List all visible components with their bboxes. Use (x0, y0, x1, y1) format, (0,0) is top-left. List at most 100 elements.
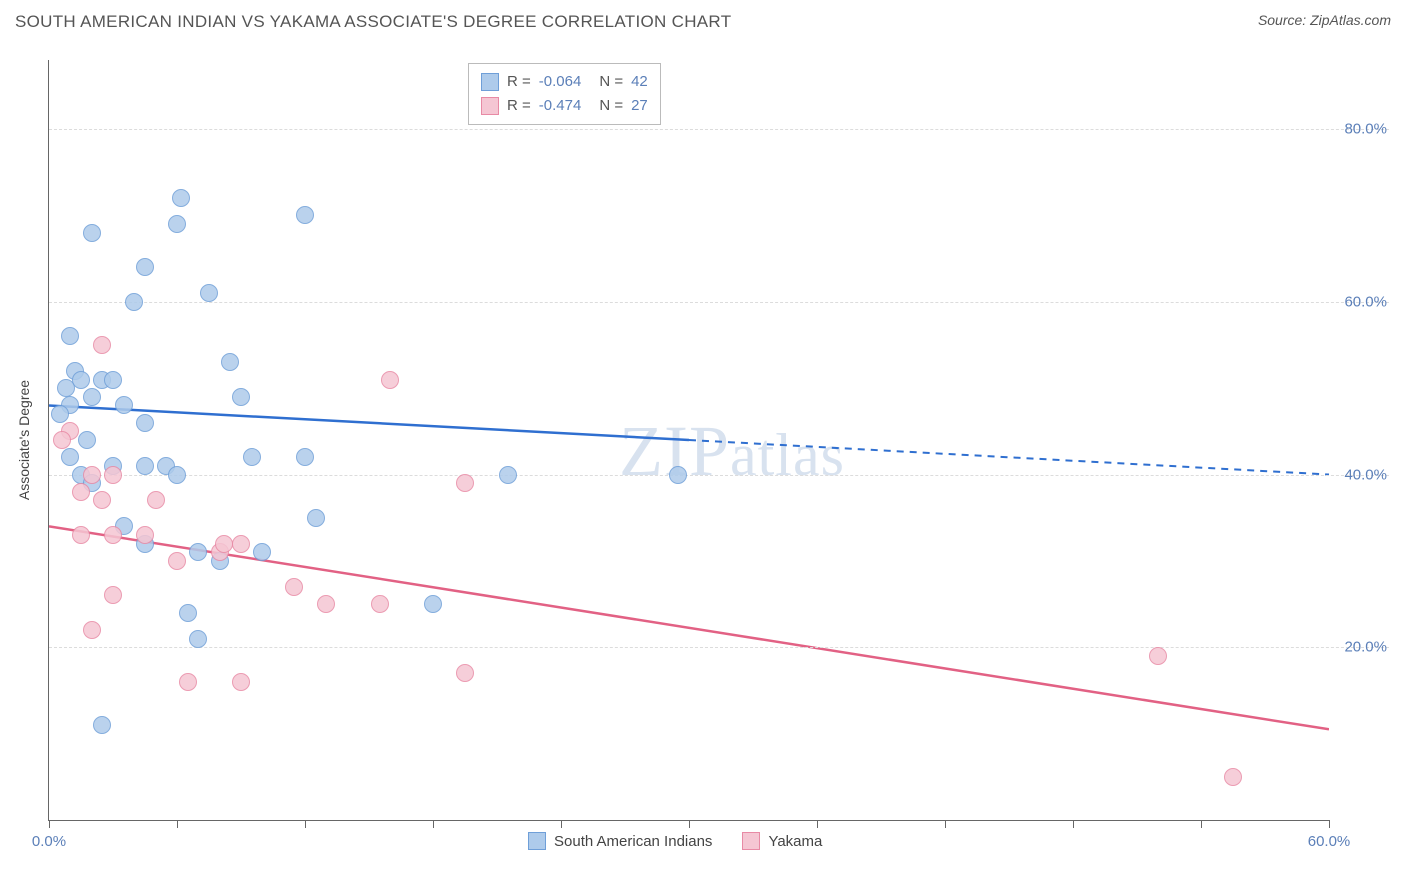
xtick (49, 820, 50, 828)
data-point (168, 215, 186, 233)
xtick (945, 820, 946, 828)
data-point (93, 491, 111, 509)
data-point (136, 414, 154, 432)
stat-n-value-0: 42 (631, 70, 648, 94)
data-point (200, 284, 218, 302)
data-point (189, 630, 207, 648)
xtick (305, 820, 306, 828)
legend-swatch-0 (528, 832, 546, 850)
data-point (125, 293, 143, 311)
legend: South American Indians Yakama (528, 832, 822, 850)
watermark: ZIPatlas (619, 410, 845, 493)
plot-region: ZIPatlas 20.0%40.0%60.0%80.0%0.0%60.0% (48, 60, 1329, 821)
data-point (104, 466, 122, 484)
stat-r-label: R = (507, 94, 531, 118)
stat-r-value-1: -0.474 (539, 94, 582, 118)
data-point (136, 526, 154, 544)
data-point (57, 379, 75, 397)
data-point (136, 457, 154, 475)
data-point (136, 258, 154, 276)
data-point (456, 474, 474, 492)
xtick (1073, 820, 1074, 828)
legend-item-1: Yakama (742, 832, 822, 850)
data-point (317, 595, 335, 613)
xtick (1329, 820, 1330, 828)
data-point (381, 371, 399, 389)
stat-n-label: N = (599, 94, 623, 118)
gridline-h (49, 475, 1389, 476)
data-point (296, 448, 314, 466)
data-point (285, 578, 303, 596)
data-point (456, 664, 474, 682)
data-point (179, 604, 197, 622)
xtick (1201, 820, 1202, 828)
ytick-label: 80.0% (1332, 121, 1387, 138)
y-axis-label: Associate's Degree (16, 380, 32, 500)
xtick (433, 820, 434, 828)
data-point (232, 535, 250, 553)
data-point (189, 543, 207, 561)
data-point (243, 448, 261, 466)
data-point (253, 543, 271, 561)
data-point (78, 431, 96, 449)
data-point (232, 673, 250, 691)
data-point (499, 466, 517, 484)
data-point (51, 405, 69, 423)
data-point (147, 491, 165, 509)
swatch-series-1 (481, 97, 499, 115)
trend-line (49, 526, 1329, 729)
legend-swatch-1 (742, 832, 760, 850)
data-point (83, 388, 101, 406)
xtick (177, 820, 178, 828)
data-point (179, 673, 197, 691)
trend-lines (49, 60, 1329, 820)
stat-r-value-0: -0.064 (539, 70, 582, 94)
data-point (669, 466, 687, 484)
data-point (215, 535, 233, 553)
gridline-h (49, 647, 1389, 648)
trend-line-dashed (689, 440, 1329, 475)
data-point (371, 595, 389, 613)
data-point (104, 371, 122, 389)
data-point (1224, 768, 1242, 786)
data-point (115, 396, 133, 414)
ytick-label: 60.0% (1332, 293, 1387, 310)
data-point (83, 224, 101, 242)
data-point (172, 189, 190, 207)
data-point (93, 336, 111, 354)
data-point (61, 327, 79, 345)
data-point (53, 431, 71, 449)
data-point (221, 353, 239, 371)
swatch-series-0 (481, 73, 499, 91)
chart-area: Associate's Degree ZIPatlas 20.0%40.0%60… (48, 60, 1388, 820)
data-point (296, 206, 314, 224)
xtick (689, 820, 690, 828)
data-point (104, 586, 122, 604)
stat-n-value-1: 27 (631, 94, 648, 118)
legend-item-0: South American Indians (528, 832, 712, 850)
data-point (72, 526, 90, 544)
legend-label-0: South American Indians (554, 833, 712, 850)
xtick (817, 820, 818, 828)
data-point (168, 552, 186, 570)
data-point (307, 509, 325, 527)
stats-row-series-0: R = -0.064 N = 42 (481, 70, 648, 94)
data-point (83, 466, 101, 484)
stats-row-series-1: R = -0.474 N = 27 (481, 94, 648, 118)
stat-n-label: N = (599, 70, 623, 94)
data-point (61, 448, 79, 466)
stat-r-label: R = (507, 70, 531, 94)
data-point (83, 621, 101, 639)
ytick-label: 20.0% (1332, 639, 1387, 656)
xtick-label: 0.0% (32, 833, 66, 850)
data-point (72, 483, 90, 501)
chart-title: SOUTH AMERICAN INDIAN VS YAKAMA ASSOCIAT… (15, 12, 731, 31)
xtick (561, 820, 562, 828)
data-point (424, 595, 442, 613)
data-point (232, 388, 250, 406)
legend-label-1: Yakama (768, 833, 822, 850)
data-point (1149, 647, 1167, 665)
chart-header: SOUTH AMERICAN INDIAN VS YAKAMA ASSOCIAT… (15, 12, 1391, 40)
data-point (93, 716, 111, 734)
gridline-h (49, 129, 1389, 130)
